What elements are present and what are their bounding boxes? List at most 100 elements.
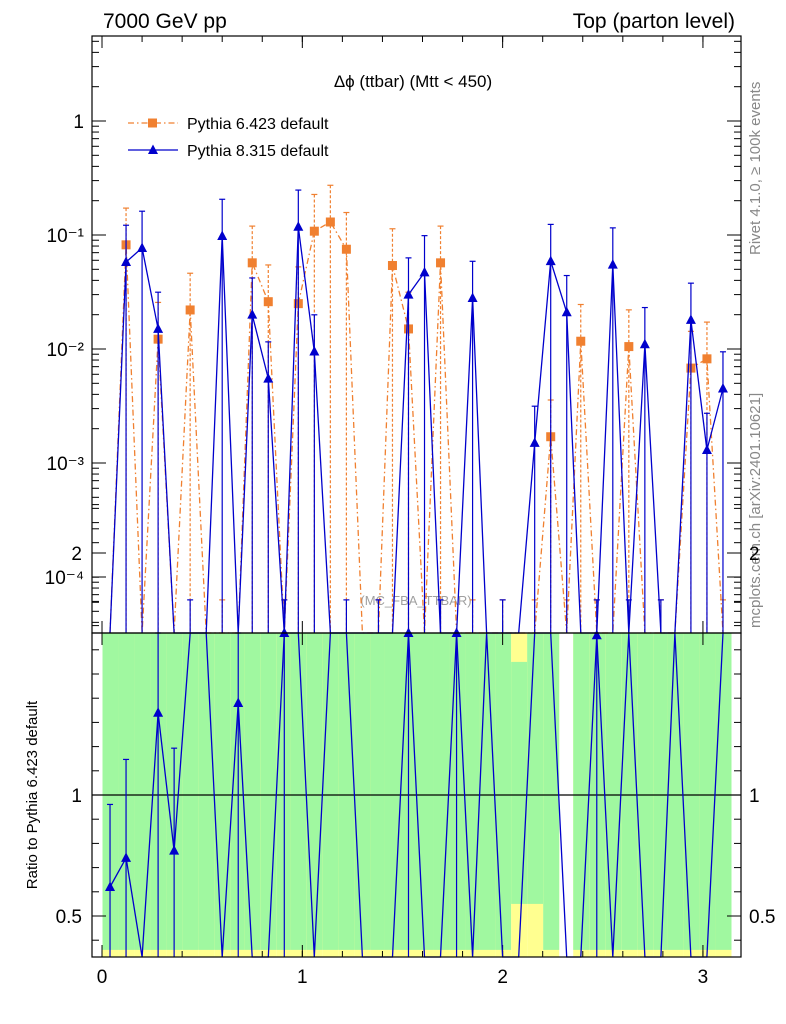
pythia8-point bbox=[529, 437, 540, 447]
ratio-ylabel: Ratio to Pythia 6.423 default bbox=[24, 700, 41, 889]
legend-label-pythia6: Pythia 6.423 default bbox=[187, 116, 329, 133]
ratio-point bbox=[279, 627, 290, 637]
band-green bbox=[370, 633, 387, 950]
pythia6-line bbox=[109, 221, 724, 634]
pythia8-point bbox=[263, 373, 274, 383]
ratio-point bbox=[169, 845, 180, 855]
x-tick-label: 1 bbox=[297, 967, 308, 988]
x-tick-label: 0 bbox=[97, 967, 108, 988]
band-green bbox=[605, 633, 622, 950]
band-green bbox=[667, 633, 684, 950]
pythia8-point bbox=[639, 338, 650, 349]
pythia8-point bbox=[309, 346, 320, 356]
header-right: Top (parton level) bbox=[573, 10, 735, 33]
band-green bbox=[244, 633, 261, 950]
band-green bbox=[465, 633, 482, 950]
band-green bbox=[417, 633, 434, 950]
ratio-y-tick-label: 0.5 bbox=[56, 907, 82, 928]
pythia8-point bbox=[467, 292, 478, 303]
band-green bbox=[134, 633, 151, 950]
band-green bbox=[683, 633, 700, 950]
ratio-frame bbox=[91, 632, 742, 958]
ratio-y-tick-label: 2 bbox=[71, 544, 82, 565]
band-green bbox=[260, 633, 277, 950]
pythia8-point bbox=[607, 259, 618, 269]
pythia6-point bbox=[624, 342, 634, 352]
band-green bbox=[306, 633, 323, 950]
pythia6-point bbox=[702, 354, 712, 364]
ratio-point bbox=[153, 707, 164, 717]
pythia6-point bbox=[263, 297, 273, 307]
band-green bbox=[338, 633, 355, 950]
mcplots-label: mcplots.cern.ch [arXiv:2401.10621] bbox=[747, 393, 764, 628]
pythia8-point bbox=[403, 289, 414, 299]
band-green bbox=[384, 633, 401, 950]
ratio-point bbox=[233, 697, 244, 708]
band-green bbox=[354, 633, 371, 950]
band-green bbox=[433, 633, 450, 950]
ratio-y-tick-label-right: 2 bbox=[749, 544, 760, 565]
band-green bbox=[573, 633, 590, 950]
band-green bbox=[543, 633, 560, 950]
pythia8-point bbox=[293, 221, 304, 231]
pythia8-line bbox=[109, 226, 724, 634]
band-green bbox=[182, 633, 199, 950]
ratio-point bbox=[105, 881, 116, 891]
pythia6-point bbox=[185, 305, 195, 315]
band-green bbox=[214, 633, 231, 950]
pythia8-point bbox=[137, 242, 148, 252]
pythia8-point bbox=[717, 383, 728, 393]
x-tick-label: 2 bbox=[497, 967, 508, 988]
band-green bbox=[198, 633, 215, 950]
main-axes: 10⁻⁴ 10⁻³ 10⁻² 10⁻¹ 1 bbox=[45, 36, 741, 633]
ratio-point bbox=[451, 627, 462, 637]
legend-marker-pythia6 bbox=[148, 118, 157, 128]
pythia6-point bbox=[341, 244, 351, 254]
pythia6-point bbox=[309, 226, 319, 236]
main-y-tick-label: 10⁻³ bbox=[47, 454, 85, 475]
band-green bbox=[479, 633, 496, 950]
pythia8-point bbox=[247, 309, 258, 319]
series-pythia6 bbox=[109, 184, 726, 634]
legend-label-pythia8: Pythia 8.315 default bbox=[187, 143, 329, 160]
ratio-line bbox=[109, 632, 724, 958]
watermark: (MC_FBA_TTBAR) bbox=[360, 593, 471, 608]
pythia8-point bbox=[685, 314, 696, 324]
band-green bbox=[495, 633, 512, 950]
ratio-point bbox=[403, 627, 414, 637]
x-tick-label: 3 bbox=[698, 967, 709, 988]
pythia8-point bbox=[153, 323, 164, 333]
pythia8-point bbox=[419, 266, 430, 277]
series-pythia8 bbox=[109, 189, 728, 634]
band-green bbox=[699, 633, 716, 950]
ratio-point bbox=[121, 852, 132, 862]
legend-marker-pythia8 bbox=[148, 144, 158, 154]
ratio-series-pythia8 bbox=[105, 627, 724, 958]
header-left: 7000 GeV pp bbox=[103, 10, 227, 33]
pythia6-point bbox=[247, 258, 257, 268]
pythia6-point bbox=[325, 217, 335, 227]
pythia6-point bbox=[436, 258, 446, 268]
ratio-point bbox=[591, 629, 602, 640]
rivet-label: Rivet 4.1.0, ≥ 100k events bbox=[747, 82, 764, 255]
band-green bbox=[322, 633, 339, 950]
chart-title: Δϕ (ttbar) (Mtt < 450) bbox=[334, 72, 492, 91]
main-y-tick-label: 10⁻² bbox=[47, 340, 85, 361]
pythia6-point bbox=[576, 336, 586, 346]
ratio-y-tick-label-right: 0.5 bbox=[749, 907, 775, 928]
band-green bbox=[637, 633, 654, 950]
band-green bbox=[621, 633, 638, 950]
pythia8-point bbox=[217, 230, 228, 241]
ratio-y-tick-label-right: 1 bbox=[749, 786, 760, 807]
pythia8-point bbox=[545, 255, 556, 266]
main-y-tick-label: 10⁻¹ bbox=[47, 226, 85, 247]
main-y-tick-label: 10⁻⁴ bbox=[45, 568, 84, 589]
ratio-y-tick-label: 1 bbox=[71, 786, 82, 807]
band-green bbox=[290, 633, 307, 950]
main-y-tick-label: 1 bbox=[73, 112, 84, 133]
legend: Pythia 6.423 default Pythia 8.315 defaul… bbox=[128, 116, 329, 160]
pythia8-point bbox=[701, 444, 712, 455]
pythia8-point bbox=[561, 306, 572, 317]
band-green bbox=[102, 633, 119, 950]
